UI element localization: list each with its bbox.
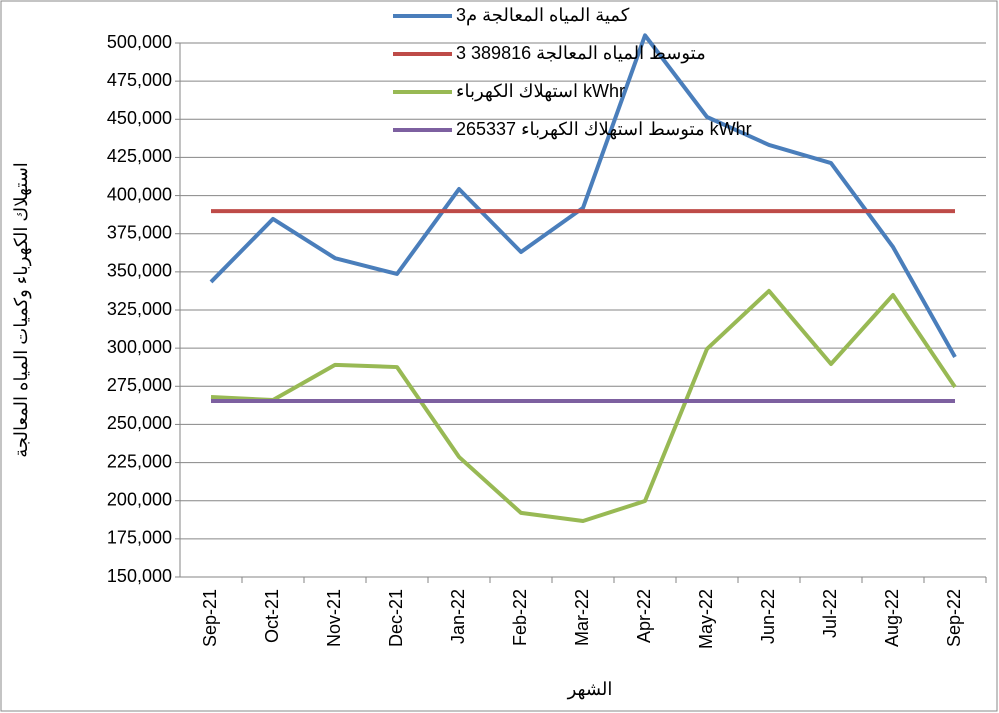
x-tick-label: Jan-22 xyxy=(448,589,468,644)
y-tick-label: 450,000 xyxy=(107,108,172,128)
y-tick-label: 475,000 xyxy=(107,70,172,90)
x-tick-label: Sep-21 xyxy=(200,589,220,647)
y-tick-label: 350,000 xyxy=(107,261,172,281)
y-tick-label: 375,000 xyxy=(107,222,172,242)
x-tick-label: Sep-22 xyxy=(944,589,964,647)
y-tick-label: 250,000 xyxy=(107,413,172,433)
y-tick-label: 500,000 xyxy=(107,32,172,52)
y-tick-label: 225,000 xyxy=(107,451,172,471)
legend-label: استهلاك الكهرباء kWhr xyxy=(456,81,625,102)
x-tick-label: Dec-21 xyxy=(386,589,406,647)
x-axis-title: الشهر xyxy=(567,679,613,700)
x-tick-label: Feb-22 xyxy=(510,589,530,646)
series-line xyxy=(210,288,957,524)
y-tick-label: 150,000 xyxy=(107,566,172,586)
y-tick-label: 425,000 xyxy=(107,146,172,166)
y-tick-label: 275,000 xyxy=(107,375,172,395)
x-tick-label: Nov-21 xyxy=(324,589,344,647)
x-tick-label: Aug-22 xyxy=(882,589,902,647)
x-tick-label: Oct-21 xyxy=(262,589,282,643)
y-tick-label: 175,000 xyxy=(107,528,172,548)
legend-label: متوسط المياه المعالجة 389816 3 xyxy=(456,43,706,64)
y-tick-label: 200,000 xyxy=(107,489,172,509)
y-tick-label: 325,000 xyxy=(107,299,172,319)
legend-label: متوسط استهلاك الكهرباء 265337 kWhr xyxy=(456,119,752,140)
legend-label: كمية المياه المعالجة م3 xyxy=(456,5,630,26)
x-tick-label: May-22 xyxy=(696,589,716,649)
y-axis-title: استهلاك الكهرباء وكميات المياه المعالجة xyxy=(11,162,32,458)
y-tick-label: 300,000 xyxy=(107,337,172,357)
x-tick-label: Jun-22 xyxy=(758,589,778,644)
x-tick-label: Apr-22 xyxy=(634,589,654,643)
y-tick-label: 400,000 xyxy=(107,184,172,204)
x-tick-label: Jul-22 xyxy=(820,589,840,638)
series-line xyxy=(209,33,957,358)
x-tick-label: Mar-22 xyxy=(572,589,592,646)
